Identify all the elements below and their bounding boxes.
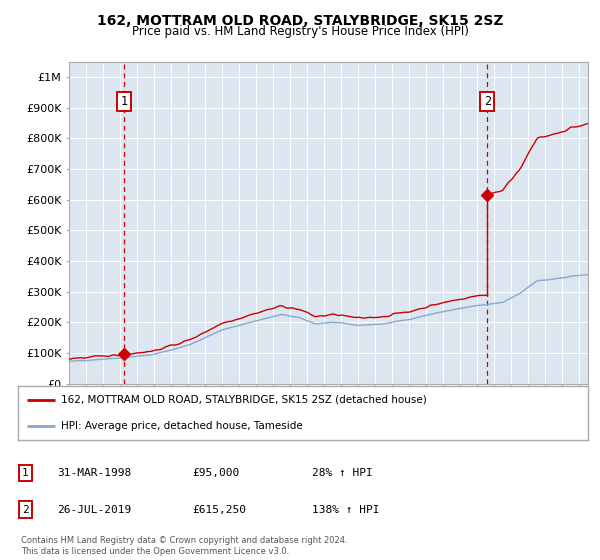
Text: 28% ↑ HPI: 28% ↑ HPI — [312, 468, 373, 478]
Text: 138% ↑ HPI: 138% ↑ HPI — [312, 505, 380, 515]
Text: £95,000: £95,000 — [192, 468, 239, 478]
Text: 26-JUL-2019: 26-JUL-2019 — [57, 505, 131, 515]
Text: 31-MAR-1998: 31-MAR-1998 — [57, 468, 131, 478]
Text: £615,250: £615,250 — [192, 505, 246, 515]
Text: 1: 1 — [22, 468, 29, 478]
Text: HPI: Average price, detached house, Tameside: HPI: Average price, detached house, Tame… — [61, 421, 302, 431]
Text: 162, MOTTRAM OLD ROAD, STALYBRIDGE, SK15 2SZ: 162, MOTTRAM OLD ROAD, STALYBRIDGE, SK15… — [97, 14, 503, 28]
Text: Contains HM Land Registry data © Crown copyright and database right 2024.
This d: Contains HM Land Registry data © Crown c… — [21, 536, 347, 556]
Text: 2: 2 — [22, 505, 29, 515]
Text: 1: 1 — [121, 95, 128, 108]
Text: 162, MOTTRAM OLD ROAD, STALYBRIDGE, SK15 2SZ (detached house): 162, MOTTRAM OLD ROAD, STALYBRIDGE, SK15… — [61, 395, 427, 405]
Text: Price paid vs. HM Land Registry's House Price Index (HPI): Price paid vs. HM Land Registry's House … — [131, 25, 469, 38]
Text: 2: 2 — [484, 95, 491, 108]
